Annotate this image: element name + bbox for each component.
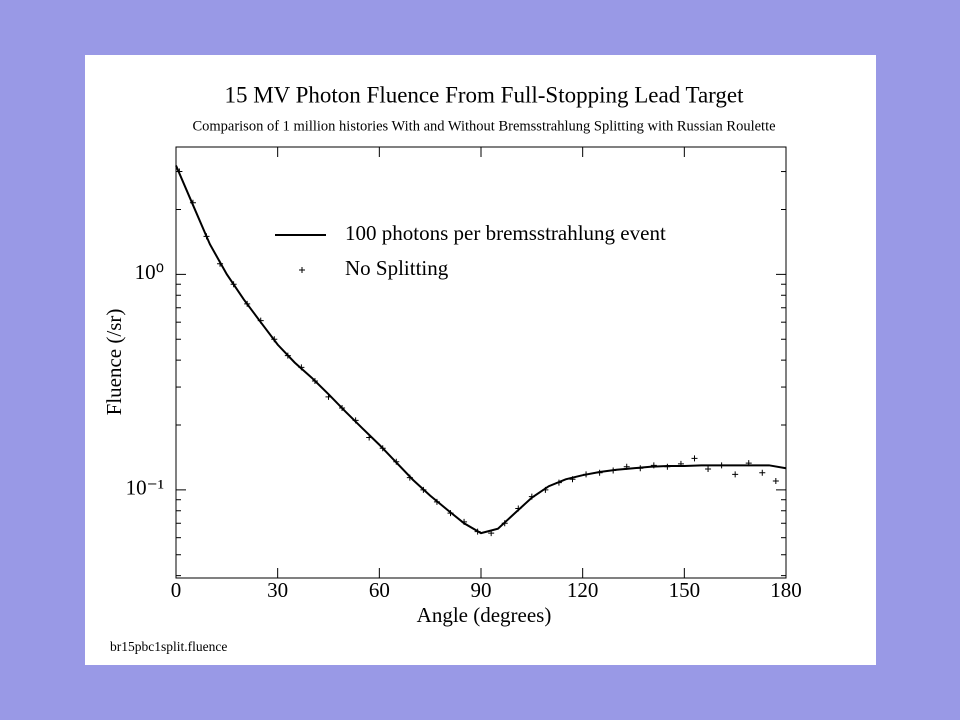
plus-marker <box>311 378 318 385</box>
x-tick-label: 0 <box>171 578 182 602</box>
plus-marker <box>325 393 332 400</box>
x-tick-label: 150 <box>669 578 701 602</box>
plus-marker <box>284 352 291 359</box>
plus-marker <box>610 467 617 474</box>
y-tick-label: 10⁰ <box>135 260 164 284</box>
series-line <box>175 165 787 535</box>
plus-marker <box>732 471 739 478</box>
plus-marker <box>569 476 576 483</box>
plus-marker <box>555 479 562 486</box>
plus-marker <box>474 528 481 535</box>
plus-marker <box>528 493 535 500</box>
plus-marker <box>623 463 630 470</box>
plus-marker <box>772 477 779 484</box>
legend-label: No Splitting <box>345 256 449 280</box>
plus-marker <box>583 471 590 478</box>
plus-marker <box>433 498 440 505</box>
plus-marker <box>189 199 196 206</box>
plus-marker <box>691 455 698 462</box>
plus-marker <box>379 445 386 452</box>
plus-marker <box>203 233 210 240</box>
plus-marker <box>596 469 603 476</box>
chart-subtitle: Comparison of 1 million histories With a… <box>192 118 775 134</box>
plus-marker <box>257 317 264 324</box>
x-tick-label: 30 <box>267 578 288 602</box>
x-tick-label: 90 <box>471 578 492 602</box>
plus-marker <box>352 417 359 424</box>
plus-marker <box>447 510 454 517</box>
chart-title: 15 MV Photon Fluence From Full-Stopping … <box>224 82 744 107</box>
plus-marker <box>393 458 400 465</box>
x-axis-label: Angle (degrees) <box>417 603 552 627</box>
plus-marker <box>176 168 183 175</box>
plus-marker <box>705 465 712 472</box>
plus-marker <box>244 300 251 307</box>
plus-marker <box>271 336 278 343</box>
plus-marker <box>461 518 468 525</box>
y-axis-label: Fluence (/sr) <box>102 309 126 416</box>
y-tick-label: 10⁻¹ <box>126 476 164 500</box>
x-tick-label: 60 <box>369 578 390 602</box>
plus-marker <box>501 520 508 527</box>
plus-marker <box>650 462 657 469</box>
plus-marker <box>298 364 305 371</box>
plus-marker <box>637 465 644 472</box>
plus-marker <box>230 281 237 288</box>
x-tick-label: 120 <box>567 578 599 602</box>
plus-marker <box>366 434 373 441</box>
plus-marker <box>759 469 766 476</box>
plus-marker <box>718 462 725 469</box>
plus-marker <box>515 505 522 512</box>
x-tick-label: 180 <box>770 578 802 602</box>
legend-marker <box>299 267 305 273</box>
plus-marker <box>488 530 495 537</box>
plus-marker <box>420 486 427 493</box>
plus-marker <box>677 460 684 467</box>
legend-label: 100 photons per bremsstrahlung event <box>345 221 666 245</box>
plus-marker <box>664 463 671 470</box>
plus-marker <box>339 404 346 411</box>
plus-marker <box>542 486 549 493</box>
plus-marker <box>745 460 752 467</box>
plus-marker <box>217 260 224 267</box>
plus-marker <box>406 474 413 481</box>
footer: br15pbc1split.fluence <box>110 639 227 654</box>
